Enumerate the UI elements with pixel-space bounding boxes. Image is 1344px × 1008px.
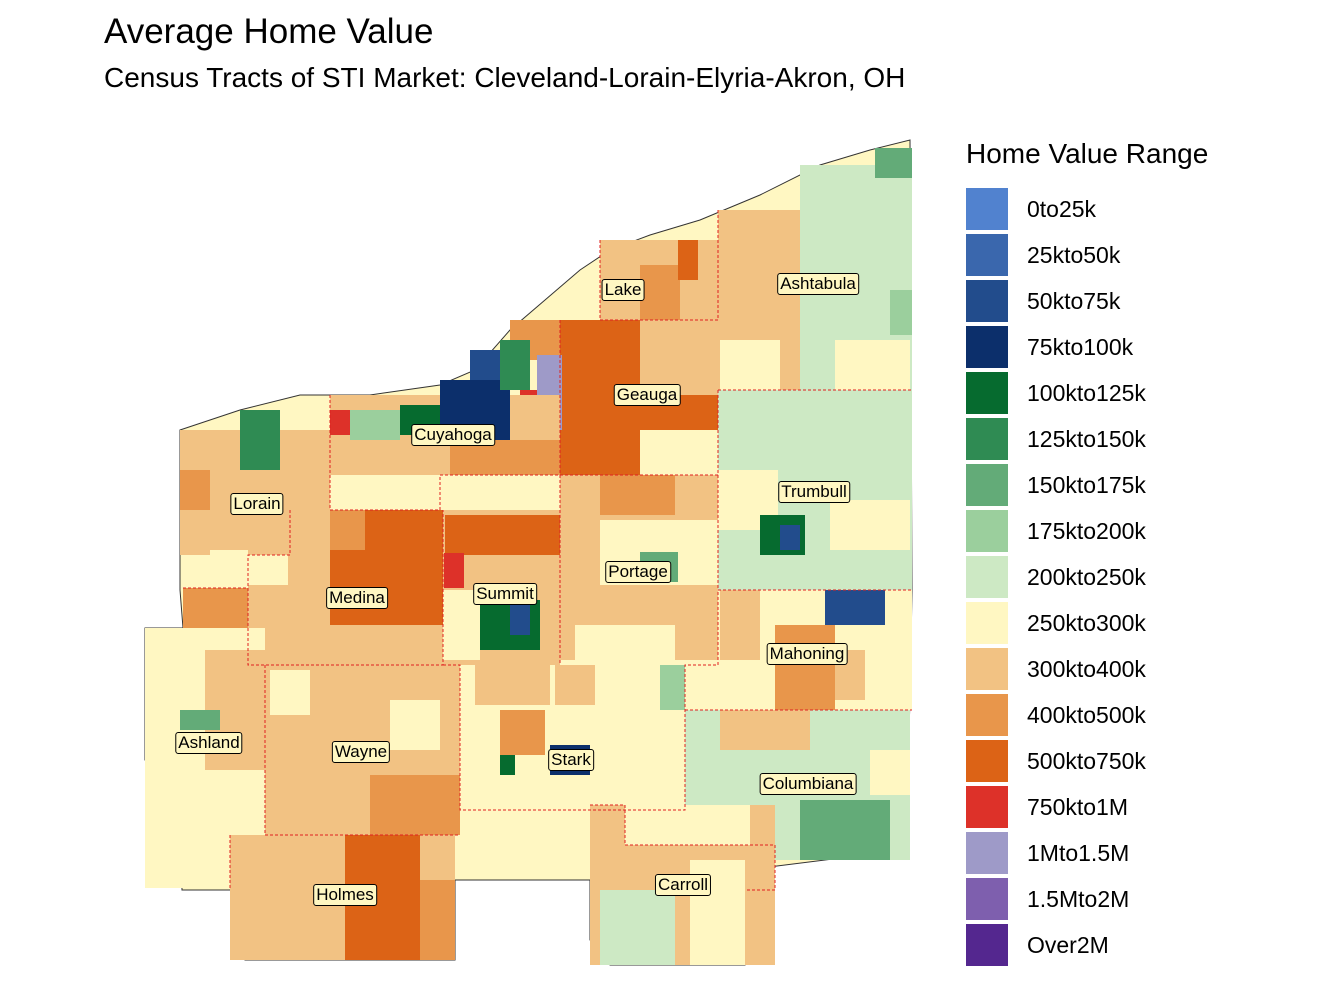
legend-item: 300kto400k <box>966 646 1208 692</box>
legend-item: 250kto300k <box>966 600 1208 646</box>
county-label-carroll: Carroll <box>654 874 712 896</box>
legend-swatch <box>966 556 1008 598</box>
legend-item: 75kto100k <box>966 324 1208 370</box>
county-label-stark: Stark <box>548 749 594 771</box>
county-label-mahoning: Mahoning <box>766 643 848 665</box>
county-label-ashland: Ashland <box>175 732 243 754</box>
choropleth-map <box>144 139 913 966</box>
legend-label: Over2M <box>1027 931 1109 958</box>
county-label-portage: Portage <box>605 561 671 583</box>
county-label-cuyahoga: Cuyahoga <box>411 424 495 446</box>
legend-item: 125kto150k <box>966 416 1208 462</box>
legend-items: 0to25k 25kto50k 50kto75k 75kto100k 100kto125… <box>966 186 1208 968</box>
map-subtitle: Census Tracts of STI Market: Cleveland-L… <box>104 62 906 93</box>
legend-item: 0to25k <box>966 186 1208 232</box>
legend-label: 150kto175k <box>1027 471 1146 498</box>
legend-label: 175kto200k <box>1027 517 1146 544</box>
legend-label: 250kto300k <box>1027 609 1146 636</box>
legend-item: 25kto50k <box>966 232 1208 278</box>
legend-swatch <box>966 878 1008 920</box>
legend-swatch <box>966 786 1008 828</box>
legend-item: 150kto175k <box>966 462 1208 508</box>
legend-item: Over2M <box>966 922 1208 968</box>
legend-swatch <box>966 924 1008 966</box>
legend-swatch <box>966 464 1008 506</box>
legend-item: 200kto250k <box>966 554 1208 600</box>
legend-label: 75kto100k <box>1027 333 1134 360</box>
legend-swatch <box>966 510 1008 552</box>
legend-swatch <box>966 372 1008 414</box>
legend-swatch <box>966 188 1008 230</box>
legend: Home Value Range 0to25k 25kto50k 50kto75k 7… <box>966 138 1208 968</box>
county-label-medina: Medina <box>326 587 388 609</box>
legend-item: 400kto500k <box>966 692 1208 738</box>
legend-item: 100kto125k <box>966 370 1208 416</box>
legend-label: 1Mto1.5M <box>1027 839 1130 866</box>
legend-swatch <box>966 234 1008 276</box>
legend-item: 50kto75k <box>966 278 1208 324</box>
legend-label: 750kto1M <box>1027 793 1129 820</box>
legend-swatch <box>966 832 1008 874</box>
legend-label: 400kto500k <box>1027 701 1146 728</box>
county-label-lorain: Lorain <box>230 493 284 515</box>
legend-item: 750kto1M <box>966 784 1208 830</box>
legend-label: 500kto750k <box>1027 747 1146 774</box>
legend-label: 25kto50k <box>1027 241 1121 268</box>
county-label-geauga: Geauga <box>613 384 681 406</box>
county-label-ashtabula: Ashtabula <box>777 273 859 295</box>
county-label-summit: Summit <box>473 583 537 605</box>
legend-item: 500kto750k <box>966 738 1208 784</box>
legend-swatch <box>966 602 1008 644</box>
legend-label: 0to25k <box>1027 195 1097 222</box>
legend-item: 1Mto1.5M <box>966 830 1208 876</box>
county-label-trumbull: Trumbull <box>778 481 850 503</box>
legend-item: 175kto200k <box>966 508 1208 554</box>
legend-swatch <box>966 326 1008 368</box>
legend-title: Home Value Range <box>966 138 1209 169</box>
legend-swatch <box>966 418 1008 460</box>
map-title: Average Home Value <box>104 12 434 51</box>
county-label-columbiana: Columbiana <box>759 773 857 795</box>
county-label-holmes: Holmes <box>313 884 377 906</box>
county-label-wayne: Wayne <box>331 741 391 763</box>
legend-label: 125kto150k <box>1027 425 1146 452</box>
legend-swatch <box>966 740 1008 782</box>
legend-label: 300kto400k <box>1027 655 1146 682</box>
legend-swatch <box>966 694 1008 736</box>
legend-label: 50kto75k <box>1027 287 1121 314</box>
legend-item: 1.5Mto2M <box>966 876 1208 922</box>
legend-label: 200kto250k <box>1027 563 1146 590</box>
legend-swatch <box>966 280 1008 322</box>
county-label-lake: Lake <box>601 279 645 301</box>
legend-label: 1.5Mto2M <box>1027 885 1130 912</box>
legend-label: 100kto125k <box>1027 379 1146 406</box>
legend-swatch <box>966 648 1008 690</box>
